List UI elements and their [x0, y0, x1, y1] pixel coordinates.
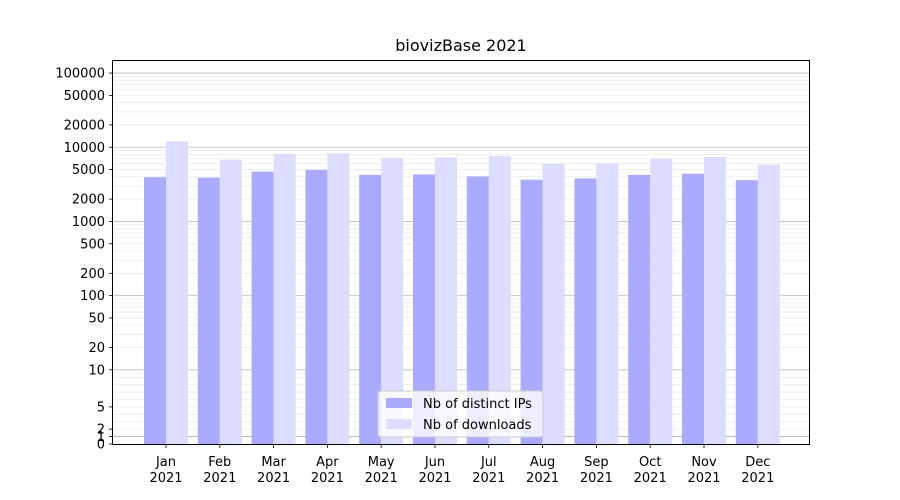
- x-tick-label-year: 2021: [526, 471, 559, 486]
- x-tick-label-month: Apr: [316, 455, 339, 470]
- bar-distinct-ips: [574, 178, 597, 444]
- legend: Nb of distinct IPs Nb of downloads: [377, 390, 544, 438]
- y-tick-label: 50000: [64, 89, 105, 104]
- y-tick-label: 20000: [64, 118, 105, 133]
- y-tick-label: 100: [80, 289, 105, 304]
- bar-distinct-ips: [359, 174, 382, 444]
- bar-distinct-ips: [144, 177, 166, 444]
- y-axis: 012 5 10 20 50 100 200 500 1000 2000 5000 10000 2000…: [55, 67, 113, 453]
- x-tick-label-month: Jun: [424, 455, 445, 470]
- y-tick-label: 2000: [72, 193, 105, 208]
- x-tick-label-year: 2021: [257, 471, 290, 486]
- bar-downloads: [650, 158, 673, 444]
- bar-distinct-ips: [413, 174, 435, 445]
- bar-downloads: [327, 153, 350, 445]
- y-tick-label: 1000: [72, 215, 105, 230]
- bar-distinct-ips: [305, 169, 328, 444]
- x-tick-label-year: 2021: [580, 471, 613, 486]
- bar-downloads: [435, 157, 457, 444]
- y-tick-label: 20: [88, 341, 105, 356]
- bar-downloads: [704, 156, 726, 444]
- bar-downloads: [381, 157, 404, 445]
- x-tick-label-year: 2021: [203, 471, 236, 486]
- bar-distinct-ips: [251, 171, 274, 444]
- y-tick-label: 5: [97, 400, 105, 415]
- x-tick-label-month: Feb: [208, 455, 231, 470]
- legend-swatch-downloads: [386, 419, 412, 429]
- x-tick-label-year: 2021: [418, 471, 451, 486]
- x-tick-label-month: Nov: [691, 455, 717, 470]
- bar-distinct-ips: [466, 176, 489, 445]
- x-tick-label-month: Dec: [745, 455, 770, 470]
- x-tick-label-month: Sep: [584, 455, 609, 470]
- x-tick-label-year: 2021: [687, 471, 720, 486]
- chart-title: biovizBase 2021: [395, 36, 526, 55]
- y-tick-label: 100000: [55, 67, 105, 82]
- x-tick-label-year: 2021: [741, 471, 774, 486]
- y-tick-label: 50: [88, 311, 105, 326]
- y-tick-label: 1: [97, 430, 105, 445]
- y-tick-label: 5000: [72, 163, 105, 178]
- legend-box: [377, 390, 544, 438]
- x-axis: Jan2021Feb2021Mar2021Apr2021May2021Jun20…: [149, 444, 774, 486]
- bar-distinct-ips: [735, 180, 758, 445]
- x-tick-label-month: Jan: [155, 455, 176, 470]
- bar-downloads: [488, 156, 511, 445]
- legend-swatch-distinct-ips: [386, 398, 412, 408]
- y-tick-label: 0: [97, 438, 105, 453]
- y-tick-label: 10000: [64, 141, 105, 156]
- bar-downloads: [757, 164, 780, 444]
- y-tick-label: 500: [80, 237, 105, 252]
- bar-downloads: [166, 141, 188, 444]
- bars: [144, 141, 780, 445]
- x-tick-label-month: Oct: [639, 455, 661, 470]
- y-tick-label: 2: [97, 423, 105, 438]
- legend-label-distinct-ips: Nb of distinct IPs: [423, 397, 532, 412]
- bar-distinct-ips: [682, 173, 704, 444]
- x-tick-label-year: 2021: [311, 471, 344, 486]
- bar-downloads: [273, 154, 296, 444]
- x-tick-label-year: 2021: [472, 471, 505, 486]
- bar-distinct-ips: [520, 179, 543, 444]
- bar-distinct-ips: [628, 174, 651, 444]
- x-tick-label-year: 2021: [149, 471, 182, 486]
- x-tick-label-month: Aug: [530, 455, 555, 470]
- bar-downloads: [596, 163, 619, 445]
- legend-label-downloads: Nb of downloads: [423, 418, 532, 433]
- x-tick-label-month: Jul: [480, 455, 497, 470]
- x-tick-label-month: Mar: [261, 455, 286, 470]
- bar-downloads: [219, 159, 242, 444]
- bar-distinct-ips: [197, 177, 220, 444]
- x-tick-label-month: May: [368, 455, 395, 470]
- x-tick-label-year: 2021: [634, 471, 667, 486]
- y-tick-label: 200: [80, 267, 105, 282]
- y-tick-label: 10: [88, 363, 105, 378]
- plot-frame: [112, 60, 810, 445]
- x-tick-label-year: 2021: [365, 471, 398, 486]
- bar-downloads: [542, 163, 565, 444]
